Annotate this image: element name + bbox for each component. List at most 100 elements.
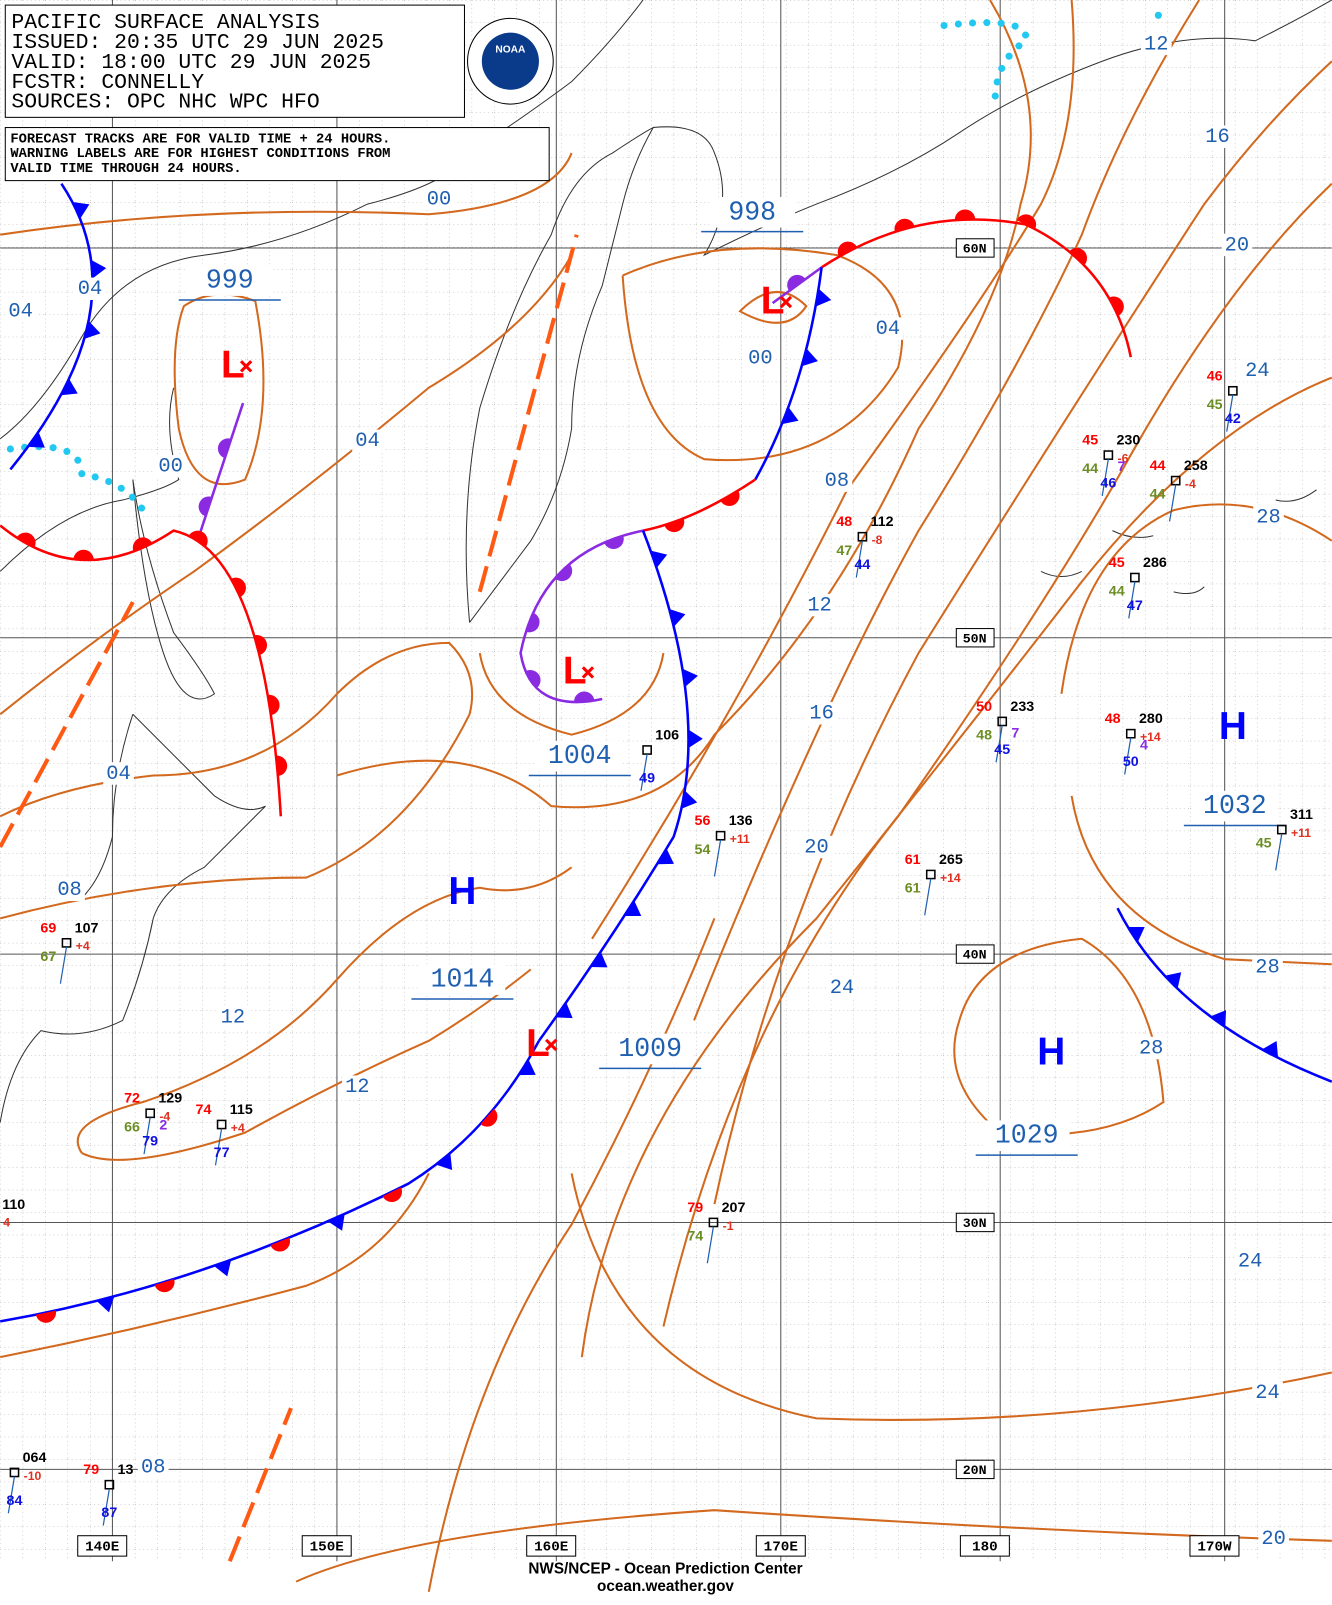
station-water-temp: 45 <box>994 742 1010 758</box>
lon-label-box <box>755 1535 806 1557</box>
isobar-label: 20 <box>1261 1528 1285 1551</box>
station-dewpoint: 44 <box>1109 584 1125 600</box>
front-symbol <box>681 790 698 809</box>
station-pressure: 112 <box>871 514 894 530</box>
isobar-label: 04 <box>876 318 900 341</box>
lon-label: 160E <box>534 1540 568 1556</box>
front-symbol <box>84 321 101 339</box>
front-symbol <box>72 201 90 219</box>
station-temp: 46 <box>1207 368 1223 384</box>
front-symbol <box>1261 1041 1279 1058</box>
wind-barb <box>102 1488 110 1526</box>
isobar-label-bg <box>1252 956 1283 979</box>
station-water-temp: 50 <box>1123 754 1139 770</box>
station-temp: 72 <box>124 1091 140 1107</box>
station-dewpoint: 54 <box>695 842 711 858</box>
front-symbol <box>555 1002 573 1019</box>
station-pressure: 233 <box>1010 699 1034 715</box>
front-symbol <box>73 549 94 561</box>
coastlines <box>0 0 1332 1123</box>
isobar-label: 16 <box>1205 126 1229 149</box>
front-symbol <box>954 209 976 221</box>
isobar-label-bg <box>1141 32 1172 56</box>
isobar-label-bg <box>1135 1036 1167 1060</box>
station-pressure: 110 <box>2 1197 25 1213</box>
station-tendency: +4 <box>76 939 90 953</box>
front-symbol <box>574 691 595 703</box>
wind-barb <box>995 725 1003 763</box>
front-symbol <box>132 537 153 552</box>
wind-barb <box>7 1476 16 1514</box>
station-pressure: 230 <box>1117 433 1141 449</box>
front-symbol <box>254 635 267 656</box>
front-symbol <box>518 1059 536 1076</box>
isobar-label-bg <box>804 593 835 617</box>
center-value-bg <box>419 964 506 995</box>
center-value: 1029 <box>995 1121 1059 1151</box>
station-temp: 48 <box>1105 711 1121 727</box>
station-waves: 2 <box>159 1117 167 1133</box>
center-value: 1032 <box>1203 791 1267 821</box>
front-symbol <box>682 668 698 687</box>
front-symbol <box>35 1310 57 1323</box>
isobar-label: 16 <box>809 703 833 726</box>
station-dewpoint: 66 <box>124 1119 140 1135</box>
low-x <box>239 360 253 373</box>
isobar-label: 28 <box>1255 957 1279 980</box>
isobar-label-bg <box>74 277 106 300</box>
station-waves: 7 <box>1011 725 1019 741</box>
center-symbol: H <box>1037 1030 1065 1073</box>
header-line: FCSTR: CONNELLY <box>11 71 204 95</box>
center-symbol: L <box>563 650 587 693</box>
station-pressure: 258 <box>1184 458 1208 474</box>
center-symbol: H <box>1219 705 1247 748</box>
lon-label: 170E <box>764 1540 798 1556</box>
front-symbol <box>656 848 674 865</box>
isobar-label: 08 <box>57 879 81 902</box>
isobar-label-bg <box>821 469 853 492</box>
isobar-label-bg <box>1234 1250 1266 1273</box>
isobar-label-bg <box>745 346 776 370</box>
lat-label-box <box>955 1459 995 1480</box>
station-pressure: 064 <box>23 1450 47 1466</box>
front-symbol <box>1127 926 1145 943</box>
wind-barb <box>924 878 932 916</box>
station-water-temp: 47 <box>1127 598 1143 614</box>
isobar-label: 04 <box>355 430 379 453</box>
front-symbol <box>198 496 213 517</box>
station-dewpoint: 48 <box>976 727 992 743</box>
lon-label-box <box>77 1535 128 1557</box>
isobar-label: 08 <box>825 470 849 493</box>
station-pressure: 280 <box>1139 711 1163 727</box>
isobar-label: 12 <box>1144 33 1168 56</box>
isobar-label-bg <box>826 976 858 999</box>
front-symbol <box>801 348 818 367</box>
note-line: WARNING LABELS ARE FOR HIGHEST CONDITION… <box>10 147 390 162</box>
front-symbol <box>276 755 288 777</box>
lat-label: 20N <box>963 1463 987 1478</box>
station-temp: 56 <box>695 813 711 829</box>
station-dewpoint: 67 <box>40 949 56 965</box>
station-pressure: 106 <box>655 727 679 743</box>
wind-barb <box>1101 459 1109 497</box>
isobar-label-bg <box>1253 506 1284 529</box>
front-symbol <box>270 1237 290 1252</box>
station-pressure: 129 <box>158 1091 182 1107</box>
front-symbol <box>669 608 686 627</box>
isobar-label: 12 <box>807 594 831 617</box>
lon-label-box <box>526 1535 577 1557</box>
station-temp: 45 <box>1109 555 1125 571</box>
station-pressure: 207 <box>722 1200 746 1216</box>
station-water-temp: 84 <box>7 1493 23 1509</box>
lat-label: 50N <box>963 631 987 646</box>
header-line: ISSUED: 20:35 UTC 29 JUN 2025 <box>11 31 384 55</box>
center-value: 1014 <box>431 965 495 995</box>
station-pressure: 13 <box>118 1462 134 1478</box>
center-value-bg <box>1192 790 1278 822</box>
station-water-temp: 44 <box>854 557 870 573</box>
wind-barb <box>713 839 722 877</box>
station-temp: 69 <box>40 920 56 936</box>
center-value-bg <box>983 1120 1070 1152</box>
isobar-label-bg <box>1242 359 1273 382</box>
front-symbol <box>436 1153 453 1170</box>
